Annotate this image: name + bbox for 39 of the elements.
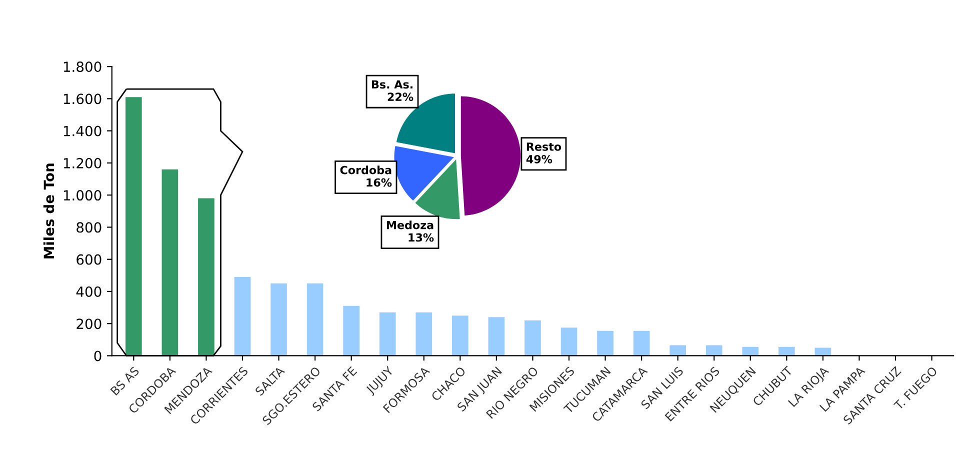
bar: [416, 312, 432, 356]
bar: [778, 346, 795, 356]
data-label: 49%: [526, 154, 552, 164]
y-tick-label: 200: [76, 318, 102, 330]
y-tick-label: 1.000: [64, 190, 102, 201]
bar: [162, 169, 178, 356]
bar: [198, 198, 214, 356]
bar: [452, 316, 468, 356]
bar: [670, 345, 686, 356]
slice-label: Medoza: [386, 220, 434, 230]
bar: [742, 346, 759, 356]
bar: [343, 306, 360, 356]
y-tick-label: 1.200: [64, 158, 102, 168]
y-tick-label: 1.600: [64, 94, 102, 104]
bar: [706, 345, 722, 356]
slice-label: Cordoba: [340, 166, 392, 174]
bar: [306, 283, 324, 356]
bar: [234, 277, 251, 356]
bar: [560, 328, 578, 356]
y-tick-label: 600: [76, 254, 102, 265]
y-axis-title: Miles de Ton: [43, 164, 54, 258]
bar: [633, 330, 650, 356]
bar: [379, 312, 396, 356]
y-tick-label: 1.400: [64, 126, 102, 136]
data-label: 22%: [388, 92, 414, 102]
bar: [524, 320, 541, 356]
bar: [270, 283, 287, 356]
data-label: 13%: [408, 233, 434, 242]
bar: [126, 97, 142, 356]
slice-label: Resto: [526, 142, 562, 151]
y-tick-label: 1.800: [64, 62, 102, 72]
bar: [814, 348, 832, 356]
data-label: 16%: [366, 178, 392, 187]
bar: [488, 317, 505, 356]
slice-label: Bs. As.: [372, 80, 412, 89]
y-tick-label: 800: [76, 222, 102, 233]
y-tick-label: 0: [94, 350, 102, 362]
bar: [597, 330, 614, 356]
y-tick-label: 400: [76, 286, 102, 297]
